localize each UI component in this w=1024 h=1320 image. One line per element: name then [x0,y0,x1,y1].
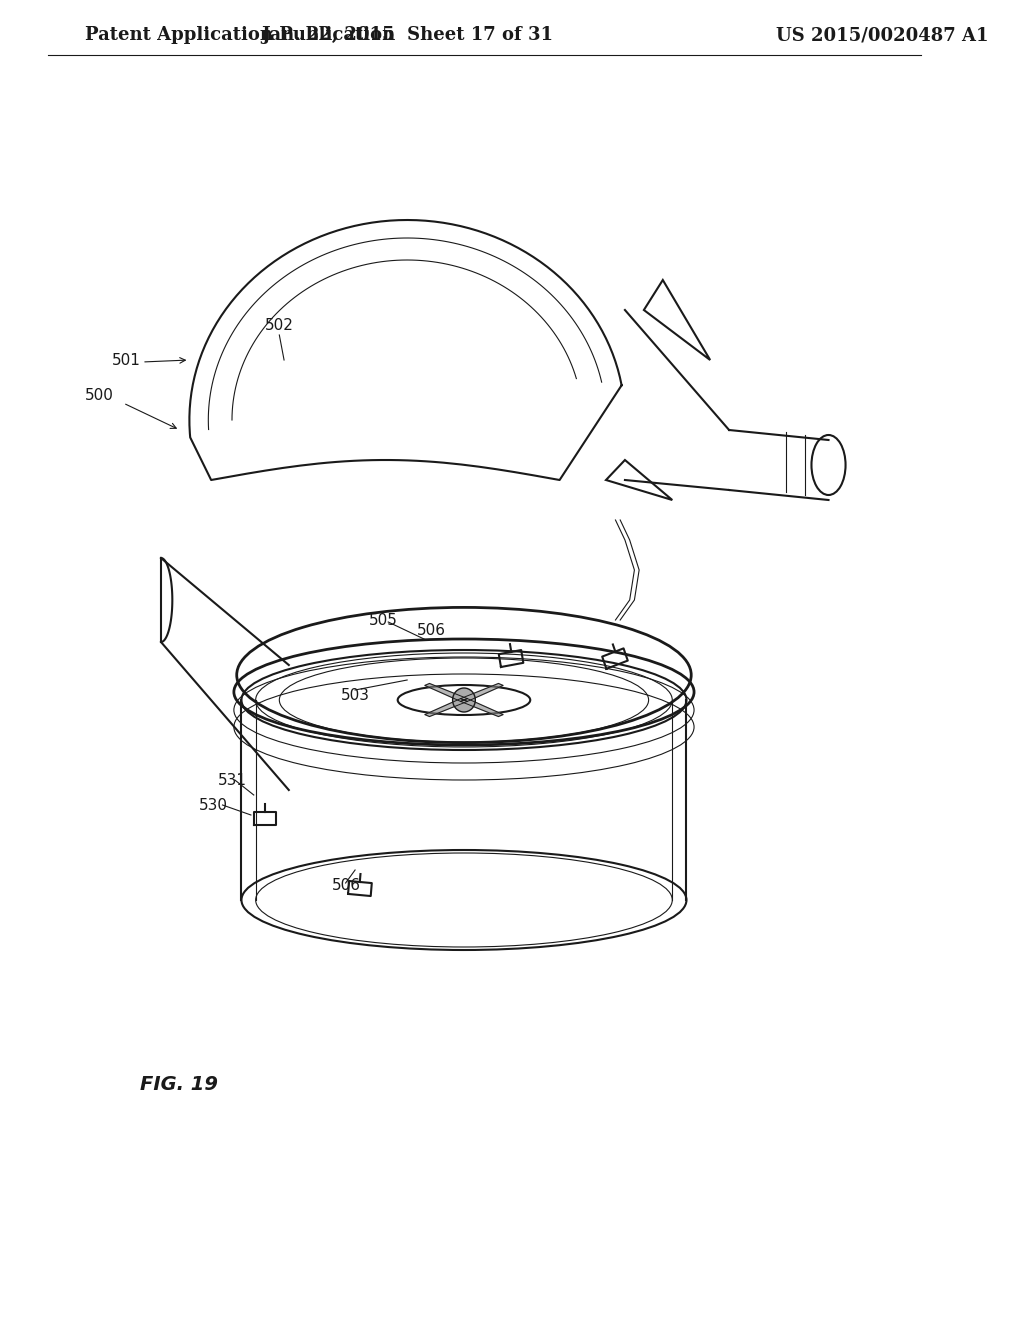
Polygon shape [606,459,673,500]
Text: 530: 530 [199,799,228,813]
Text: FIG. 19: FIG. 19 [140,1074,218,1094]
Polygon shape [425,684,467,701]
Polygon shape [425,698,467,717]
Text: 502: 502 [265,318,294,333]
Text: 500: 500 [85,388,114,403]
Circle shape [453,688,475,711]
Text: Jan. 22, 2015  Sheet 17 of 31: Jan. 22, 2015 Sheet 17 of 31 [261,26,553,44]
Text: 531: 531 [218,774,247,788]
Text: Patent Application Publication: Patent Application Publication [85,26,395,44]
Text: 505: 505 [370,612,398,628]
Text: 501: 501 [112,352,140,368]
Text: 506: 506 [417,623,445,638]
Polygon shape [644,280,711,360]
Polygon shape [461,698,503,717]
Polygon shape [461,684,503,701]
Text: 503: 503 [341,688,370,704]
Text: 506: 506 [332,878,360,894]
Ellipse shape [397,685,530,715]
Text: US 2015/0020487 A1: US 2015/0020487 A1 [776,26,989,44]
